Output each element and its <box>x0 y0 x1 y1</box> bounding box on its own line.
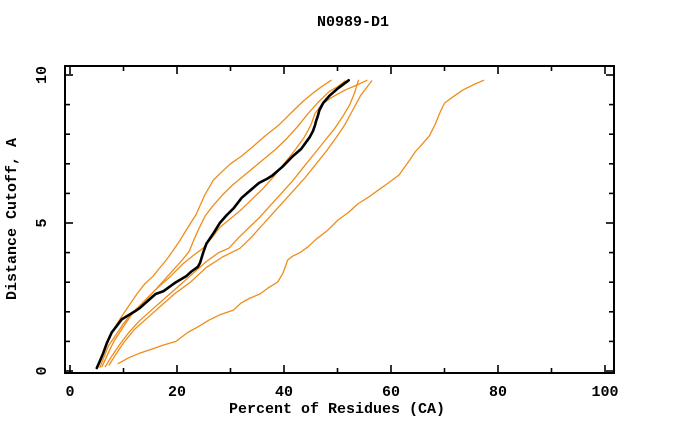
y-tick-label: 5 <box>34 218 51 227</box>
x-tick-label: 20 <box>168 384 186 401</box>
series-black-main <box>95 79 351 370</box>
x-tick-label: 80 <box>489 384 507 401</box>
x-tick-label: 0 <box>65 384 74 401</box>
series-orange-2 <box>99 80 346 369</box>
series-orange-4 <box>104 79 360 368</box>
y-tick-label: 10 <box>34 66 51 84</box>
series-orange-5 <box>108 80 373 366</box>
plot-frame <box>64 65 615 374</box>
y-axis-label: Distance Cutoff, A <box>4 138 21 300</box>
chart-title: N0989-D1 <box>317 14 389 31</box>
x-tick-label: 100 <box>591 384 618 401</box>
series-orange-1 <box>97 79 332 369</box>
y-tick-label: 0 <box>34 366 51 375</box>
x-tick-label: 40 <box>275 384 293 401</box>
x-axis-label: Percent of Residues (CA) <box>229 401 445 418</box>
series-orange-outlier <box>117 79 485 365</box>
x-tick-label: 60 <box>382 384 400 401</box>
